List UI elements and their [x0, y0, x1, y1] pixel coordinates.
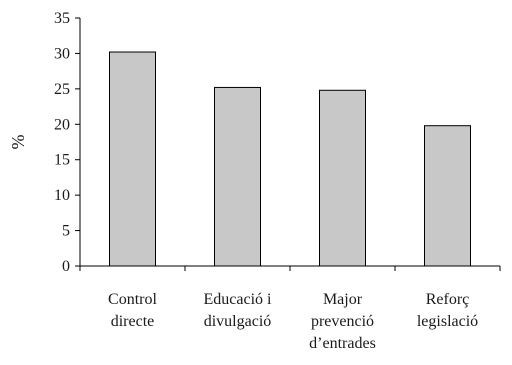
x-category-label-line: Educació i — [204, 291, 273, 308]
bar — [319, 89, 366, 267]
y-tick-label: 15 — [54, 152, 70, 169]
x-category-label-line: legislació — [417, 313, 478, 330]
y-tick-label: 25 — [54, 81, 70, 98]
bar — [424, 125, 471, 267]
x-category-label-line: d’entrades — [309, 335, 376, 352]
x-category-label-line: directe — [111, 313, 155, 330]
y-tick-label: 10 — [54, 187, 70, 204]
x-category-label: Educació i divulgació — [204, 291, 273, 330]
x-category-label-line: Major — [323, 291, 363, 308]
y-tick-label: 35 — [54, 10, 70, 27]
y-tick-label: 20 — [54, 116, 70, 133]
plot-area: 0 5 10 15 20 25 30 35 Control directe Educació i di… — [54, 10, 501, 352]
x-category-label: Major prevenció d’entrades — [309, 291, 376, 352]
y-tick-label: 0 — [62, 258, 70, 275]
y-axis-label: % — [8, 135, 28, 150]
y-tick-label: 30 — [54, 45, 70, 62]
bar — [109, 51, 156, 267]
x-category-label: Reforç legislació — [417, 291, 478, 330]
x-category-label-line: divulgació — [204, 313, 272, 330]
x-category-label-line: Control — [108, 291, 157, 308]
bar — [214, 86, 261, 267]
x-category-label: Control directe — [108, 291, 157, 330]
x-category-label-line: prevenció — [311, 313, 374, 330]
y-tick-label: 5 — [62, 223, 70, 240]
x-category-label-line: Reforç — [426, 291, 470, 308]
